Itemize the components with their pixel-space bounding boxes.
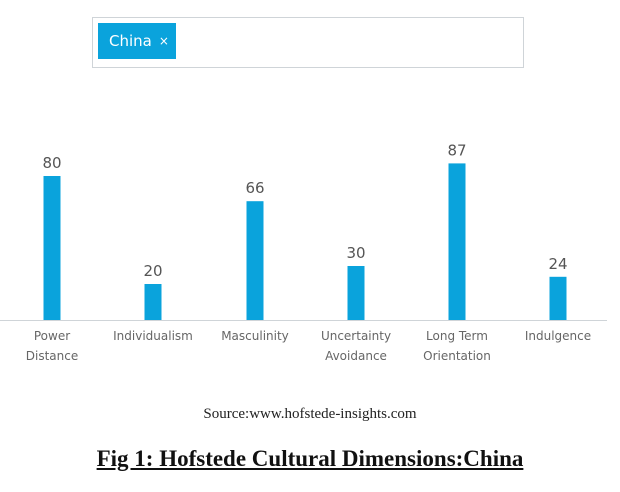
- category-label: Long Term: [426, 329, 488, 343]
- bar: [549, 276, 567, 320]
- category-label: Indulgence: [525, 329, 591, 343]
- category-label: Uncertainty: [321, 329, 391, 343]
- category-label: Masculinity: [221, 329, 289, 343]
- bar: [347, 266, 365, 320]
- source-text: Source:www.hofstede-insights.com: [203, 406, 417, 422]
- remove-tag-icon[interactable]: ×: [158, 34, 169, 48]
- bar-value-label: 87: [447, 141, 466, 159]
- bar-value-label: 20: [143, 262, 162, 280]
- country-tag-label: China: [109, 32, 152, 50]
- bar: [448, 163, 466, 320]
- category-label: Power: [34, 329, 70, 343]
- category-label: Orientation: [423, 349, 491, 363]
- bar-value-label: 66: [245, 179, 264, 197]
- bar: [246, 201, 264, 320]
- country-tag[interactable]: China ×: [98, 23, 176, 59]
- category-label: Avoidance: [325, 349, 387, 363]
- bar: [43, 176, 61, 320]
- figure-caption: Fig 1: Hofstede Cultural Dimensions:Chin…: [96, 446, 524, 471]
- bar-value-label: 80: [42, 154, 61, 172]
- category-label: Individualism: [113, 329, 193, 343]
- bar-chart: 80 Power Distance 20 Individualism 66 Masculin…: [0, 141, 607, 363]
- bar-value-label: 30: [346, 244, 365, 262]
- country-selector[interactable]: China ×: [92, 17, 524, 68]
- bar-value-label: 24: [548, 255, 567, 273]
- category-label: Distance: [26, 349, 78, 363]
- bar: [144, 284, 162, 320]
